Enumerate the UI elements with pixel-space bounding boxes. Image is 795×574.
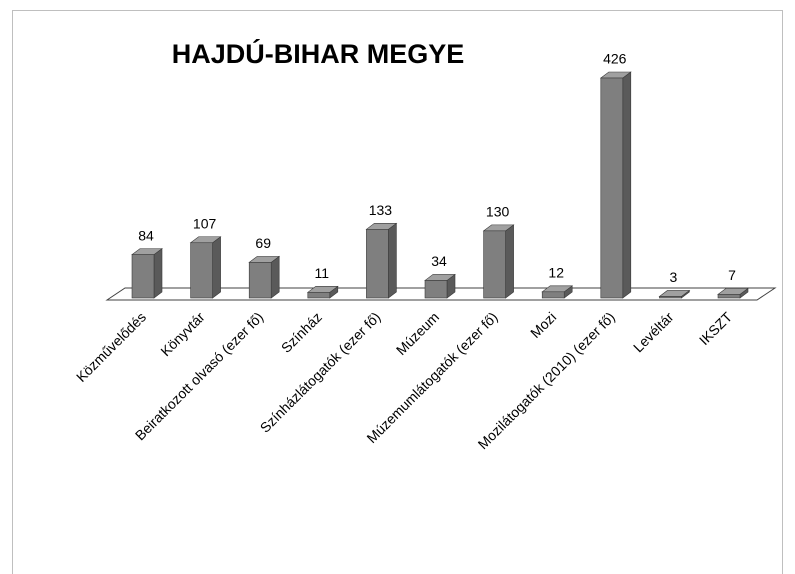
data-label: 84	[138, 227, 154, 243]
bar-side	[622, 71, 632, 299]
data-label: 12	[548, 265, 564, 281]
bar	[424, 280, 448, 299]
bar	[717, 294, 741, 299]
bar-side	[270, 255, 280, 299]
data-label: 11	[315, 265, 330, 281]
data-label: 107	[193, 215, 217, 231]
bar	[541, 291, 565, 299]
bar	[307, 292, 331, 299]
bar	[190, 242, 213, 299]
bar	[659, 296, 682, 299]
data-label: 133	[369, 202, 393, 218]
data-label: 7	[728, 267, 736, 283]
bar	[600, 77, 624, 299]
bar-side	[153, 248, 163, 299]
chart-title: HAJDÚ-BIHAR MEGYE	[172, 38, 465, 69]
data-label: 130	[486, 204, 510, 220]
data-label: 426	[603, 51, 627, 67]
bar	[366, 229, 389, 299]
bar	[483, 230, 506, 299]
data-label: 69	[255, 235, 271, 251]
bar-side	[212, 236, 221, 299]
bar	[248, 262, 272, 299]
bar	[131, 254, 155, 299]
bar-side	[388, 222, 397, 299]
data-label: 34	[431, 253, 447, 269]
data-label: 3	[670, 269, 678, 285]
bar-side	[505, 224, 514, 299]
